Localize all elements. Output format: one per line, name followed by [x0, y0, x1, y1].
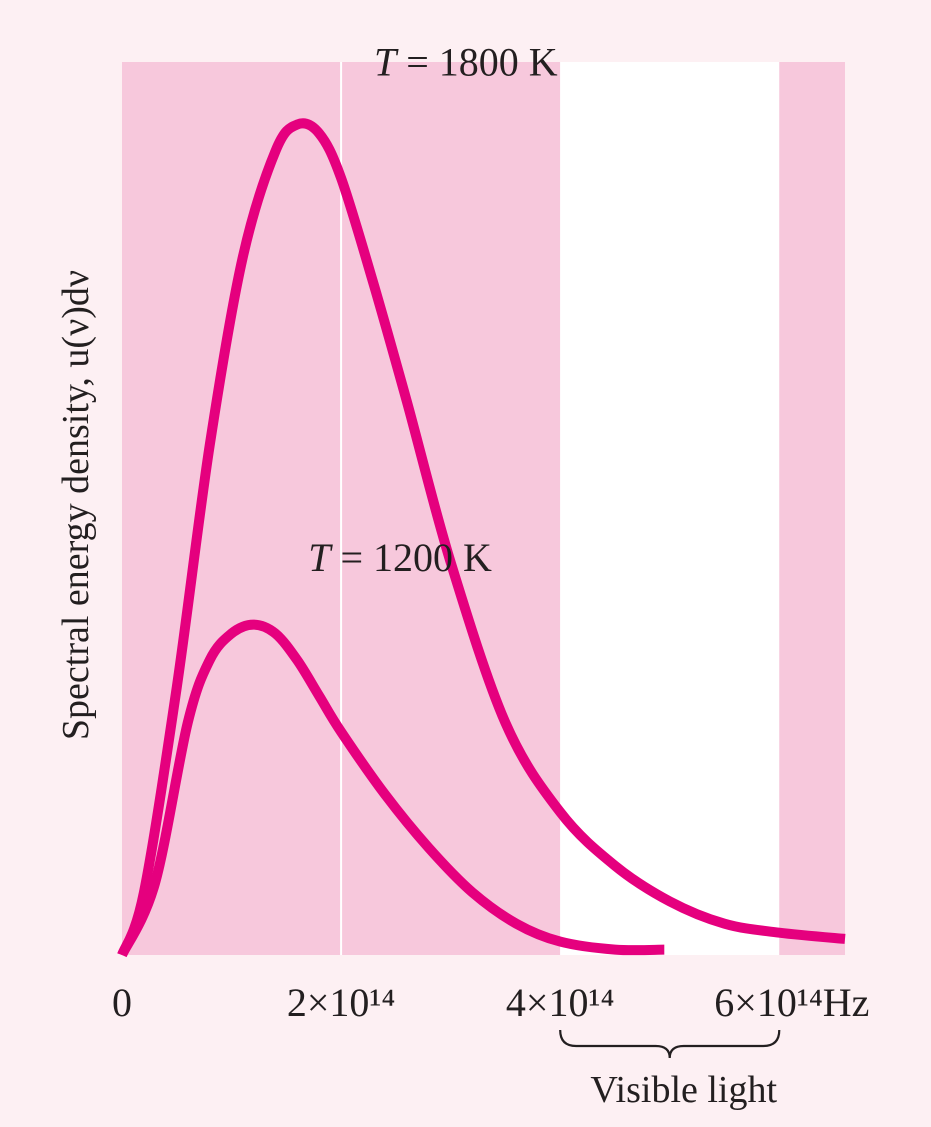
curve-label-1: T = 1200 K	[308, 535, 492, 580]
x-tick-label-1: 2×10¹⁴	[287, 980, 396, 1025]
curve-labels: T = 1800 K T = 1200 K	[308, 39, 558, 580]
x-tick-label-0: 0	[112, 980, 132, 1025]
x-tick-label-3: 6×10¹⁴Hz	[714, 980, 869, 1025]
series-line-0	[117, 118, 846, 957]
x-tick-labels: 0 2×10¹⁴ 4×10¹⁴ 6×10¹⁴Hz	[112, 980, 869, 1025]
visible-light-brace-path	[559, 1029, 781, 1059]
curve-label-0: T = 1800 K	[374, 39, 558, 84]
band-2	[779, 62, 845, 955]
visible-light-label: Visible light	[590, 1069, 777, 1111]
visible-light-brace: Visible light	[559, 1029, 781, 1111]
series-line-1	[117, 619, 665, 958]
spectral-bands	[122, 62, 845, 955]
curves	[117, 118, 846, 958]
x-tick-label-2: 4×10¹⁴	[506, 980, 615, 1025]
band-1	[560, 62, 780, 955]
y-axis-label: Spectral energy density, u(ν)dν	[55, 270, 97, 740]
